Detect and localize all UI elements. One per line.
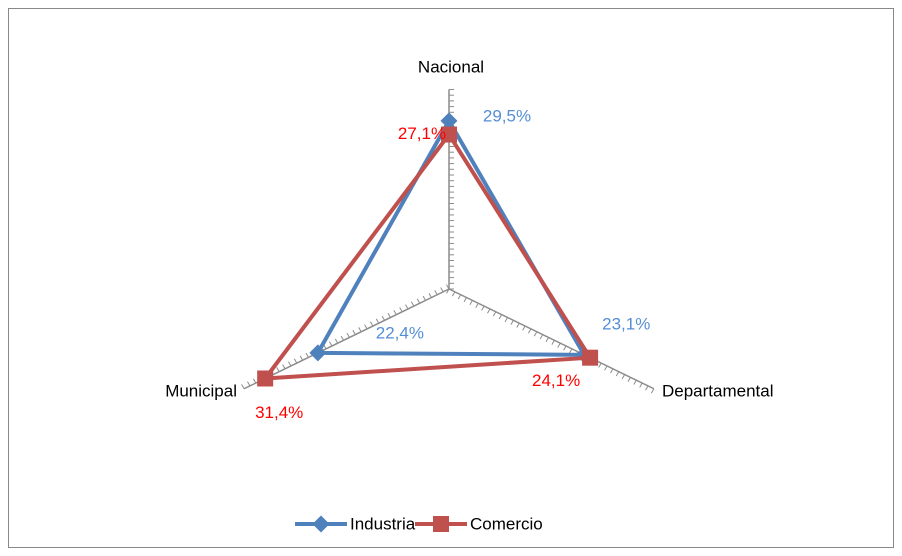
tick-mark	[481, 305, 485, 311]
tick-mark	[504, 317, 508, 323]
tick-mark	[545, 337, 549, 343]
category-label: Municipal	[165, 381, 237, 400]
tick-mark	[247, 381, 251, 387]
tick-mark	[276, 367, 280, 372]
tick-mark	[369, 321, 374, 327]
tick-mark	[252, 378, 257, 384]
tick-mark	[569, 348, 573, 354]
data-label: 22,4%	[376, 323, 424, 342]
tick-mark	[516, 322, 520, 328]
tick-mark	[615, 371, 620, 377]
tick-mark	[510, 320, 514, 325]
tick-mark	[492, 311, 497, 317]
tick-mark	[428, 292, 432, 298]
tick-mark	[375, 318, 380, 324]
tick-mark	[387, 312, 391, 318]
tick-mark	[241, 384, 245, 389]
tick-mark	[381, 315, 386, 321]
tick-mark	[563, 345, 567, 351]
tick-mark	[463, 297, 467, 303]
tick-mark	[533, 331, 538, 337]
tick-mark	[457, 294, 462, 300]
tick-mark	[604, 365, 608, 371]
tick-mark	[557, 342, 561, 348]
tick-mark	[487, 308, 491, 314]
legend-marker	[433, 516, 449, 532]
tick-mark	[288, 361, 292, 367]
tick-mark	[305, 352, 309, 358]
marker	[257, 370, 274, 387]
data-label: 27,1%	[398, 124, 446, 143]
tick-mark	[340, 335, 345, 341]
tick-mark	[498, 314, 503, 320]
tick-mark	[598, 362, 602, 368]
tick-mark	[405, 304, 409, 310]
tick-mark	[358, 327, 362, 332]
tick-mark	[364, 324, 368, 330]
data-label: 29,5%	[483, 106, 531, 125]
tick-mark	[416, 298, 421, 304]
marker	[582, 349, 599, 366]
marker	[440, 112, 458, 130]
tick-mark	[293, 358, 298, 364]
tick-mark	[334, 338, 339, 344]
tick-mark	[650, 388, 655, 394]
tick-mark	[446, 284, 450, 290]
tick-mark	[282, 364, 286, 370]
tick-mark	[528, 328, 532, 334]
data-label: 24,1%	[532, 371, 580, 390]
tick-mark	[352, 330, 356, 335]
axis-line	[243, 288, 450, 390]
tick-mark	[422, 295, 427, 301]
legend-label: Comercio	[470, 514, 543, 533]
marker	[309, 344, 327, 362]
legend-marker	[312, 515, 330, 533]
tick-mark	[399, 307, 403, 313]
tick-mark	[434, 290, 438, 295]
series-line	[263, 132, 593, 381]
tick-mark	[469, 300, 473, 305]
tick-mark	[539, 334, 544, 340]
tick-mark	[346, 332, 350, 338]
tick-mark	[328, 341, 333, 347]
tick-mark	[551, 340, 555, 345]
tick-mark	[410, 301, 415, 307]
tick-mark	[633, 379, 637, 385]
tick-mark	[522, 325, 526, 331]
tick-mark	[393, 310, 397, 315]
category-label: Departamental	[662, 381, 774, 400]
tick-mark	[621, 374, 626, 380]
data-label: 31,4%	[255, 403, 303, 422]
category-label: Nacional	[418, 57, 484, 76]
axis-line	[448, 288, 655, 390]
tick-mark	[451, 291, 456, 297]
data-label: 23,1%	[602, 314, 650, 333]
marker	[441, 126, 457, 143]
tick-mark	[475, 303, 479, 308]
tick-mark	[440, 287, 444, 293]
tick-mark	[645, 385, 649, 391]
tick-mark	[299, 355, 304, 361]
tick-mark	[627, 377, 631, 382]
legend-label: Industria	[350, 514, 416, 533]
tick-mark	[639, 382, 643, 388]
tick-mark	[609, 368, 614, 374]
